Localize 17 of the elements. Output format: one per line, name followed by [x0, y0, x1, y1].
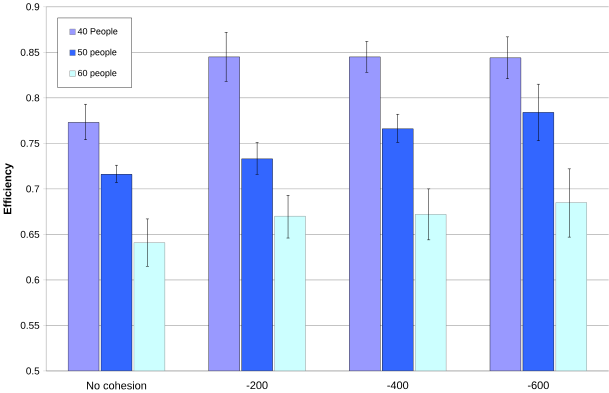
legend-label: 40 People [78, 28, 118, 36]
y-tick-label: 0.75 [20, 140, 40, 147]
x-tick-label: No cohesion [87, 382, 146, 390]
y-tick-label: 0.8 [26, 94, 40, 102]
x-tick-label: -200 [246, 382, 268, 390]
x-tick-label: -400 [387, 382, 408, 390]
y-tick-label: 0.65 [20, 231, 40, 238]
y-tick-label: 0.85 [20, 48, 40, 56]
y-tick-label: 0.55 [20, 322, 40, 330]
legend-label: 50 people [78, 48, 116, 58]
y-tick-label: 0.9 [26, 3, 40, 10]
y-tick-label: 0.7 [26, 185, 40, 193]
y-tick-label: 0.5 [26, 368, 40, 375]
legend-label: 60 people [78, 70, 116, 78]
y-tick-label: 0.6 [26, 276, 40, 284]
x-tick-label: -600 [528, 382, 549, 390]
y-axis-title: Efficiency [3, 163, 14, 214]
